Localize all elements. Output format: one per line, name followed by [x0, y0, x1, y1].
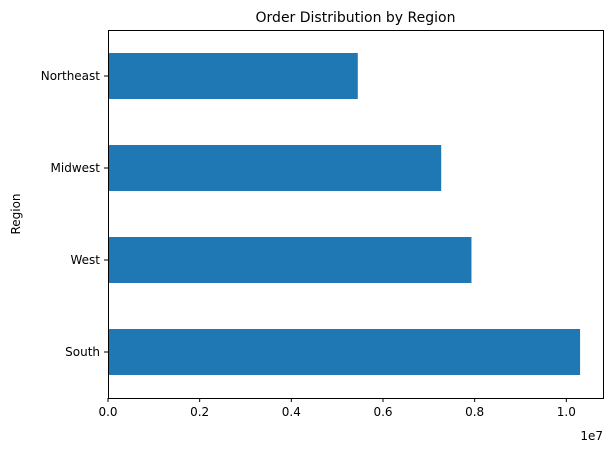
- y-tick-label: West: [70, 253, 100, 267]
- plot-frame: [108, 30, 604, 399]
- x-tick-label: 0.4: [282, 405, 301, 419]
- x-tick-label: 1.0: [557, 405, 576, 419]
- bar-northeast: [108, 53, 358, 99]
- x-tick-label: 0.8: [465, 405, 484, 419]
- x-tick-label: 0.0: [98, 405, 117, 419]
- y-tick-label: Northeast: [41, 69, 101, 83]
- bars-group: [108, 53, 581, 375]
- x-tick-label: 0.2: [190, 405, 209, 419]
- y-axis-ticks: South West Midwest Northeast: [41, 69, 108, 359]
- x-axis-ticks: 0.0 0.2 0.4 0.6 0.8 1.0: [98, 398, 576, 419]
- y-tick-label: South: [65, 345, 100, 359]
- bar-south: [108, 329, 581, 375]
- bar-west: [108, 237, 472, 283]
- x-tick-label: 0.6: [373, 405, 392, 419]
- y-tick-label: Midwest: [51, 161, 101, 175]
- bar-midwest: [108, 145, 442, 191]
- x-axis-offset-label: 1e7: [580, 429, 603, 443]
- y-axis-title: Region: [9, 193, 23, 234]
- chart-title: Order Distribution by Region: [256, 10, 456, 26]
